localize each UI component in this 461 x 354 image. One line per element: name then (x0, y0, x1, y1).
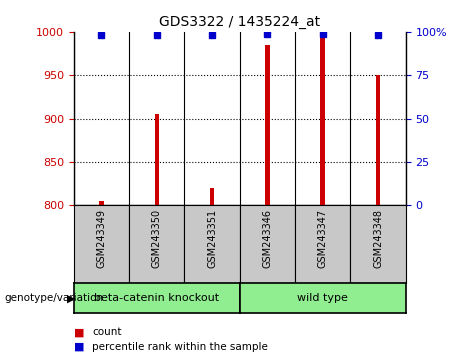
Text: ▶: ▶ (67, 293, 75, 303)
Text: GSM243350: GSM243350 (152, 209, 162, 268)
Text: ■: ■ (74, 342, 84, 352)
Text: ■: ■ (74, 327, 84, 337)
Bar (265, 45, 270, 205)
Bar (376, 75, 380, 205)
Text: genotype/variation: genotype/variation (5, 293, 104, 303)
Text: wild type: wild type (297, 293, 348, 303)
Bar (210, 188, 214, 205)
Bar (99, 201, 104, 205)
Title: GDS3322 / 1435224_at: GDS3322 / 1435224_at (159, 16, 320, 29)
Text: GSM243349: GSM243349 (96, 209, 106, 268)
Text: GSM243346: GSM243346 (262, 209, 272, 268)
Text: percentile rank within the sample: percentile rank within the sample (92, 342, 268, 352)
Text: beta-catenin knockout: beta-catenin knockout (94, 293, 219, 303)
Bar (320, 34, 325, 205)
Text: GSM243347: GSM243347 (318, 209, 328, 268)
Text: GSM243351: GSM243351 (207, 209, 217, 268)
Bar (154, 114, 159, 205)
Text: GSM243348: GSM243348 (373, 209, 383, 268)
Text: count: count (92, 327, 122, 337)
